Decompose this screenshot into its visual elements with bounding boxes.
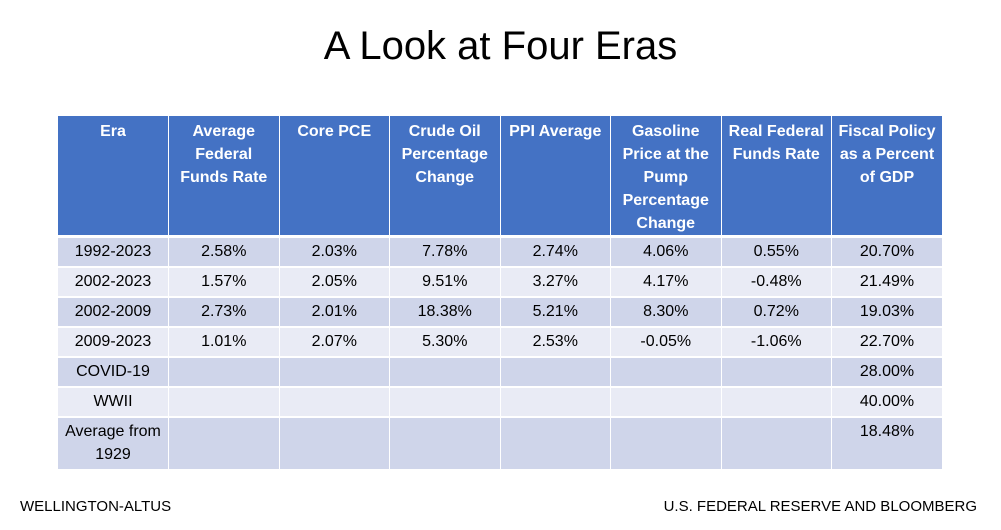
cell-real-fed-funds-rate: 0.72% [721, 295, 832, 327]
cell-fiscal-policy-gdp: 40.00% [831, 385, 942, 417]
cell-avg-fed-funds-rate [168, 355, 280, 387]
cell-real-fed-funds-rate [721, 385, 832, 417]
header-avg-fed-funds-rate: Average Federal Funds Rate [168, 116, 280, 237]
header-era: Era [58, 116, 169, 237]
table-row: 1992-2023 2.58% 2.03% 7.78% 2.74% 4.06% 0.55% 2… [58, 235, 942, 267]
cell-ppi-average [500, 385, 611, 417]
header-fiscal-policy-gdp: Fiscal Policy as a Percent of GDP [831, 116, 942, 237]
cell-era: 2009-2023 [58, 325, 169, 357]
cell-gasoline-price-change: -0.05% [610, 325, 722, 357]
cell-avg-fed-funds-rate: 1.57% [168, 265, 280, 297]
header-core-pce: Core PCE [279, 116, 390, 237]
cell-era: 2002-2009 [58, 295, 169, 327]
cell-gasoline-price-change [610, 385, 722, 417]
table-header-row: Era Average Federal Funds Rate Core PCE … [58, 116, 942, 237]
table-row: COVID-19 28.00% [58, 355, 942, 387]
cell-core-pce: 2.05% [279, 265, 390, 297]
table-row: 2009-2023 1.01% 2.07% 5.30% 2.53% -0.05% -1.06… [58, 325, 942, 357]
cell-crude-oil-change: 5.30% [389, 325, 501, 357]
cell-ppi-average: 2.53% [500, 325, 611, 357]
cell-gasoline-price-change: 4.06% [610, 235, 722, 267]
cell-era: COVID-19 [58, 355, 169, 387]
cell-ppi-average: 5.21% [500, 295, 611, 327]
cell-real-fed-funds-rate: -0.48% [721, 265, 832, 297]
table-row: Average from 1929 18.48% [58, 415, 942, 469]
cell-fiscal-policy-gdp: 19.03% [831, 295, 942, 327]
cell-ppi-average: 3.27% [500, 265, 611, 297]
cell-crude-oil-change: 18.38% [389, 295, 501, 327]
cell-gasoline-price-change: 4.17% [610, 265, 722, 297]
cell-ppi-average: 2.74% [500, 235, 611, 267]
cell-fiscal-policy-gdp: 28.00% [831, 355, 942, 387]
cell-avg-fed-funds-rate: 2.73% [168, 295, 280, 327]
cell-avg-fed-funds-rate: 2.58% [168, 235, 280, 267]
header-crude-oil-change: Crude Oil Percentage Change [389, 116, 501, 237]
cell-core-pce [279, 355, 390, 387]
cell-real-fed-funds-rate [721, 355, 832, 387]
cell-era: WWII [58, 385, 169, 417]
cell-gasoline-price-change [610, 415, 722, 469]
cell-gasoline-price-change [610, 355, 722, 387]
eras-table: Era Average Federal Funds Rate Core PCE … [58, 116, 942, 469]
cell-era: Average from 1929 [58, 415, 169, 469]
cell-crude-oil-change: 9.51% [389, 265, 501, 297]
cell-fiscal-policy-gdp: 22.70% [831, 325, 942, 357]
cell-real-fed-funds-rate: 0.55% [721, 235, 832, 267]
cell-avg-fed-funds-rate: 1.01% [168, 325, 280, 357]
cell-ppi-average [500, 355, 611, 387]
header-gasoline-price-change: Gasoline Price at the Pump Percentage Ch… [610, 116, 722, 237]
cell-fiscal-policy-gdp: 21.49% [831, 265, 942, 297]
cell-avg-fed-funds-rate [168, 385, 280, 417]
cell-ppi-average [500, 415, 611, 469]
header-real-fed-funds-rate: Real Federal Funds Rate [721, 116, 832, 237]
cell-crude-oil-change [389, 415, 501, 469]
table-row: 2002-2009 2.73% 2.01% 18.38% 5.21% 8.30% 0.72%… [58, 295, 942, 327]
cell-fiscal-policy-gdp: 20.70% [831, 235, 942, 267]
page-title: A Look at Four Eras [323, 24, 678, 68]
cell-core-pce: 2.03% [279, 235, 390, 267]
cell-real-fed-funds-rate: -1.06% [721, 325, 832, 357]
table-row: WWII 40.00% [58, 385, 942, 417]
cell-core-pce [279, 385, 390, 417]
cell-era: 2002-2023 [58, 265, 169, 297]
cell-core-pce [279, 415, 390, 469]
cell-avg-fed-funds-rate [168, 415, 280, 469]
cell-crude-oil-change [389, 385, 501, 417]
cell-fiscal-policy-gdp: 18.48% [831, 415, 942, 469]
cell-core-pce: 2.07% [279, 325, 390, 357]
cell-core-pce: 2.01% [279, 295, 390, 327]
cell-gasoline-price-change: 8.30% [610, 295, 722, 327]
cell-era: 1992-2023 [58, 235, 169, 267]
footer-brand: WELLINGTON-ALTUS [20, 498, 172, 515]
cell-crude-oil-change [389, 355, 501, 387]
cell-real-fed-funds-rate [721, 415, 832, 469]
header-ppi-average: PPI Average [500, 116, 611, 237]
cell-crude-oil-change: 7.78% [389, 235, 501, 267]
table-row: 2002-2023 1.57% 2.05% 9.51% 3.27% 4.17% -0.48%… [58, 265, 942, 297]
footer-source: U.S. FEDERAL RESERVE AND BLOOMBERG [663, 498, 977, 515]
